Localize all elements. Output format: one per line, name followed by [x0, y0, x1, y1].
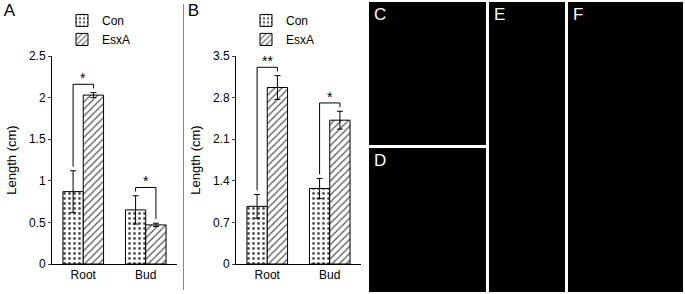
svg-text:1: 1 [39, 174, 46, 188]
svg-text:0.5: 0.5 [29, 216, 46, 230]
svg-text:1.4: 1.4 [213, 174, 230, 188]
svg-text:*: * [327, 89, 333, 105]
svg-text:Length (cm): Length (cm) [188, 125, 203, 194]
svg-text:2.5: 2.5 [29, 49, 46, 63]
svg-text:0: 0 [39, 257, 46, 271]
svg-text:EsxA: EsxA [286, 33, 314, 47]
svg-text:Con: Con [102, 14, 124, 28]
svg-text:Bud: Bud [135, 268, 156, 282]
svg-text:1.5: 1.5 [29, 132, 46, 146]
svg-text:2.1: 2.1 [213, 132, 230, 146]
svg-text:2: 2 [39, 91, 46, 105]
svg-text:Root: Root [255, 268, 281, 282]
svg-text:*: * [143, 173, 149, 189]
svg-text:A: A [4, 1, 16, 20]
html-text:E: E [494, 5, 506, 24]
svg-text:**: ** [262, 53, 273, 69]
svg-text:3.5: 3.5 [213, 49, 230, 63]
html-text:F: F [573, 5, 584, 24]
svg-text:0.7: 0.7 [213, 216, 230, 230]
svg-text:0: 0 [223, 257, 230, 271]
svg-text:B: B [188, 1, 199, 20]
svg-text:Bud: Bud [319, 268, 340, 282]
svg-text:EsxA: EsxA [102, 33, 130, 47]
svg-text:Root: Root [71, 268, 97, 282]
svg-text:Length (cm): Length (cm) [4, 125, 19, 194]
html-text:D: D [374, 151, 387, 170]
html-text:C: C [374, 5, 387, 24]
svg-text:2.8: 2.8 [213, 91, 230, 105]
svg-text:Con: Con [286, 14, 308, 28]
svg-text:*: * [80, 70, 86, 86]
